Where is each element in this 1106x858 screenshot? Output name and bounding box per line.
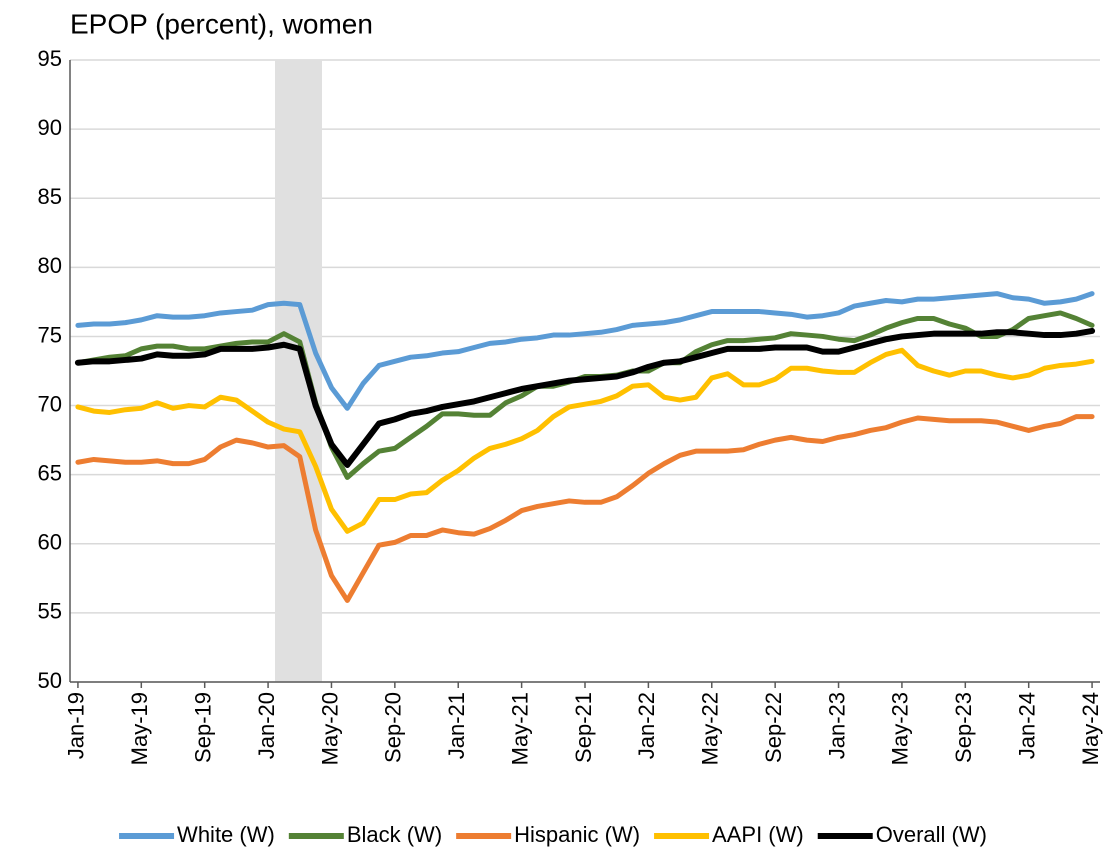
y-tick-label: 95 — [38, 46, 62, 71]
legend-label: AAPI (W) — [712, 822, 804, 847]
y-tick-label: 85 — [38, 184, 62, 209]
x-tick-label: Jan-21 — [444, 692, 469, 759]
x-tick-label: Sep-23 — [951, 692, 976, 763]
y-tick-label: 80 — [38, 253, 62, 278]
x-tick-label: May-20 — [317, 692, 342, 765]
y-tick-label: 65 — [38, 460, 62, 485]
y-tick-label: 50 — [38, 668, 62, 693]
x-tick-label: Jan-24 — [1015, 692, 1040, 759]
y-tick-label: 55 — [38, 599, 62, 624]
y-tick-label: 75 — [38, 322, 62, 347]
x-tick-label: Jan-23 — [824, 692, 849, 759]
x-tick-label: May-21 — [507, 692, 532, 765]
series-line — [75, 310, 1095, 480]
x-tick-label: May-22 — [698, 692, 723, 765]
series-line — [75, 291, 1095, 411]
x-tick-label: Sep-20 — [381, 692, 406, 763]
legend-label: Overall (W) — [876, 822, 987, 847]
legend-label: Black (W) — [347, 822, 442, 847]
x-tick-label: May-24 — [1078, 692, 1103, 765]
x-tick-label: Jan-22 — [634, 692, 659, 759]
y-tick-label: 60 — [38, 530, 62, 555]
legend-label: Hispanic (W) — [514, 822, 640, 847]
series-line — [74, 327, 1096, 468]
series-line — [75, 414, 1095, 603]
x-tick-label: Jan-20 — [254, 692, 279, 759]
y-tick-label: 90 — [38, 115, 62, 140]
x-tick-label: Sep-21 — [571, 692, 596, 763]
legend: White (W) Black (W) Hispanic (W) AAPI (W) Ov… — [119, 822, 987, 847]
y-tick-label: 70 — [38, 391, 62, 416]
legend-label: White (W) — [177, 822, 275, 847]
recession-shade — [275, 60, 322, 682]
chart-title: EPOP (percent), women — [70, 8, 373, 39]
x-tick-label: Sep-19 — [191, 692, 216, 763]
x-tick-label: May-23 — [888, 692, 913, 765]
x-tick-label: Sep-22 — [761, 692, 786, 763]
x-tick-label: May-19 — [127, 692, 152, 765]
series-line — [75, 347, 1095, 534]
x-tick-label: Jan-19 — [64, 692, 89, 759]
